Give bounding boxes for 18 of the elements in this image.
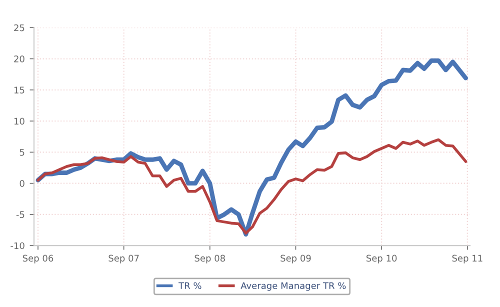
y-tick-label: 10 — [14, 118, 24, 125]
y-tick-label: -5 — [16, 211, 24, 218]
legend-label: TR % — [178, 282, 202, 290]
y-tick-label: 5 — [20, 149, 24, 156]
line-series — [36, 138, 468, 235]
x-tick-label: Sep 06 — [22, 254, 54, 264]
y-tick-label: -10 — [10, 242, 24, 250]
x-tick-label: Sep 09 — [280, 254, 311, 264]
y-tick-label: 20 — [14, 56, 24, 62]
y-tick-label: 15 — [14, 86, 24, 94]
line-series — [36, 58, 468, 237]
x-tick-label: Sep 10 — [366, 254, 397, 264]
y-tick-label: 0 — [20, 180, 24, 187]
x-tick-label: Sep 08 — [194, 254, 225, 264]
x-tick-label: Sep 07 — [108, 254, 139, 264]
legend-label: Average Manager TR % — [240, 282, 346, 291]
y-tick-label: 25 — [14, 24, 24, 32]
x-tick-label: Sep 11 — [452, 254, 482, 264]
